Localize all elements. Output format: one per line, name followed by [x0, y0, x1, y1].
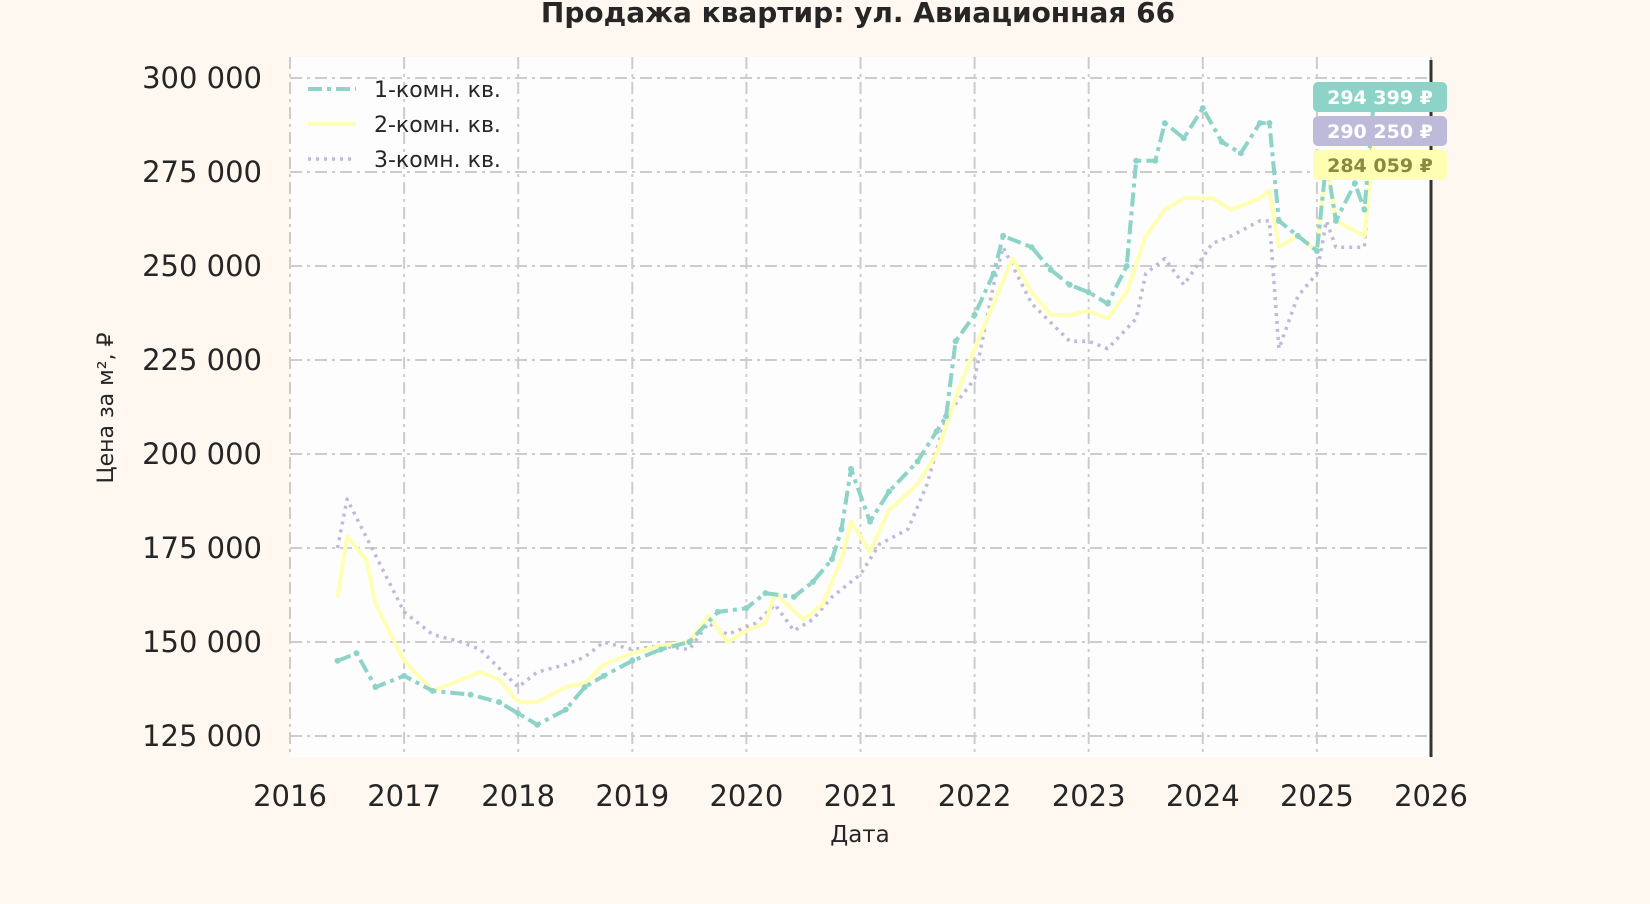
- data-point: [1047, 266, 1054, 273]
- data-point: [867, 518, 874, 525]
- data-point: [914, 458, 921, 465]
- data-point: [534, 721, 541, 728]
- data-point: [629, 657, 636, 664]
- data-point: [886, 488, 893, 495]
- last-value-badge: [1313, 82, 1447, 112]
- data-point: [581, 684, 588, 691]
- x-axis-label: Дата: [830, 822, 890, 848]
- chart-title: Продажа квартир: ул. Авиационная 66: [541, 0, 1175, 29]
- data-point: [562, 706, 569, 713]
- y-axis-label: Цена за м², ₽: [94, 332, 119, 483]
- y-tick-label: 200 000: [142, 437, 262, 471]
- data-point: [429, 687, 436, 694]
- last-value-badge: [1313, 116, 1447, 146]
- x-tick-label: 2023: [1052, 779, 1126, 813]
- data-point: [762, 590, 769, 597]
- x-tick-label: 2022: [938, 779, 1012, 813]
- series-line-3-room: [335, 114, 1376, 689]
- data-point: [1218, 138, 1225, 145]
- legend-item-2-room[interactable]: 2-комн. кв.: [374, 113, 501, 138]
- data-point: [401, 672, 408, 679]
- data-point: [657, 646, 664, 653]
- data-point: [838, 526, 845, 533]
- data-point: [1028, 244, 1035, 251]
- data-point: [828, 556, 835, 563]
- y-axis-ticks: 125 000 150 000 175 000 200 000 225 000 250 0…: [142, 61, 262, 753]
- y-tick-label: 175 000: [142, 531, 262, 565]
- x-tick-label: 2016: [253, 779, 327, 813]
- data-point: [1123, 263, 1130, 269]
- data-point: [1294, 232, 1301, 239]
- data-point: [600, 672, 607, 679]
- y-tick-label: 250 000: [142, 249, 262, 283]
- data-point: [1266, 120, 1273, 127]
- x-tick-label: 2026: [1394, 779, 1468, 813]
- x-tick-label: 2017: [367, 779, 441, 813]
- y-tick-label: 275 000: [142, 155, 262, 189]
- data-point: [790, 593, 797, 600]
- data-point: [1000, 232, 1007, 239]
- data-point: [467, 691, 474, 698]
- x-tick-label: 2024: [1166, 779, 1240, 813]
- series-line-2-room: [335, 137, 1376, 705]
- data-point: [1351, 180, 1358, 187]
- data-point: [714, 608, 721, 615]
- data-point: [971, 311, 978, 318]
- data-point: [847, 466, 854, 473]
- data-point: [1199, 105, 1206, 112]
- data-point: [952, 338, 959, 345]
- last-value-label: 294 399 ₽: [1327, 87, 1433, 109]
- x-tick-label: 2018: [481, 779, 555, 813]
- data-point: [1332, 217, 1339, 224]
- series-layer: [334, 96, 1377, 728]
- y-tick-label: 225 000: [142, 343, 262, 377]
- data-point: [743, 605, 750, 612]
- data-point: [1237, 150, 1244, 157]
- x-tick-label: 2020: [709, 779, 783, 813]
- y-tick-label: 300 000: [142, 61, 262, 95]
- data-point: [515, 710, 522, 717]
- last-value-label: 290 250 ₽: [1327, 121, 1433, 143]
- data-point: [496, 699, 503, 706]
- last-value-label: 284 059 ₽: [1327, 155, 1433, 177]
- data-point: [1104, 300, 1111, 307]
- y-tick-label: 150 000: [142, 625, 262, 659]
- last-value-labels: 294 399 ₽ 290 250 ₽ 284 059 ₽: [1313, 82, 1447, 180]
- data-point: [1133, 157, 1140, 164]
- x-axis-ticks: 2016 2017 2018 2019 2020 2021 2022 2023 2024 2025…: [253, 779, 1468, 813]
- data-point: [990, 270, 997, 277]
- x-tick-label: 2019: [595, 779, 669, 813]
- data-point: [1152, 157, 1159, 164]
- x-tick-label: 2021: [824, 779, 898, 813]
- data-point: [1256, 120, 1263, 127]
- data-point: [1066, 281, 1073, 288]
- data-point: [372, 684, 379, 691]
- last-value-badge: [1313, 150, 1447, 180]
- legend[interactable]: 1-комн. кв. 2-комн. кв. 3-комн. кв.: [308, 78, 501, 173]
- data-point: [334, 657, 341, 664]
- data-point: [943, 413, 950, 420]
- legend-item-1-room[interactable]: 1-комн. кв.: [374, 78, 501, 103]
- data-point: [1085, 289, 1092, 296]
- data-point: [1161, 120, 1168, 127]
- data-point: [933, 428, 940, 435]
- legend-item-3-room[interactable]: 3-комн. кв.: [374, 148, 501, 173]
- data-point: [1361, 206, 1368, 213]
- data-point: [809, 578, 816, 585]
- y-tick-label: 125 000: [142, 719, 262, 753]
- data-point: [1180, 135, 1187, 142]
- data-point: [353, 650, 360, 657]
- data-point: [686, 639, 693, 645]
- data-point: [1313, 247, 1320, 254]
- x-tick-label: 2025: [1280, 779, 1354, 813]
- data-point: [1275, 217, 1282, 224]
